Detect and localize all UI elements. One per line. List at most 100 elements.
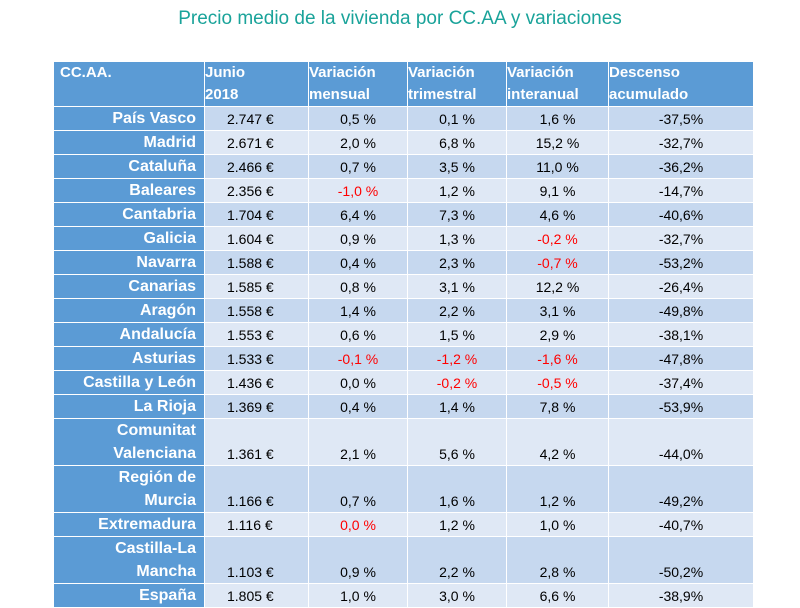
variation-cell: 1,2 %: [407, 512, 507, 537]
region-name: Navarra: [53, 250, 205, 275]
column-header-line: interanual: [507, 86, 579, 103]
column-header-line: trimestral: [408, 86, 477, 103]
price-cell: 1.166 €: [204, 465, 309, 513]
table-row: Navarra 1.588 €0,4 % 2,3 % -0,7 % -53,2%: [53, 250, 754, 275]
column-header-line: Junio: [205, 64, 245, 81]
variation-cell: -32,7%: [608, 130, 754, 155]
table-row: Cataluña 2.466 €0,7 % 3,5 % 11,0 % -36,2%: [53, 154, 754, 179]
variation-cell: 1,2 %: [407, 178, 507, 203]
variation-cell: -40,6%: [608, 202, 754, 227]
region-name-line: La Rioja: [133, 398, 196, 415]
variation-cell: 2,0 %: [308, 130, 408, 155]
table-row: Galicia 1.604 €0,9 % 1,3 % -0,2 % -32,7%: [53, 226, 754, 251]
variation-cell: 3,5 %: [407, 154, 507, 179]
table-row: Cantabria 1.704 €6,4 % 7,3 % 4,6 % -40,6%: [53, 202, 754, 227]
variation-cell: -49,8%: [608, 298, 754, 323]
variation-cell: 11,0 %: [506, 154, 609, 179]
variation-cell: -14,7%: [608, 178, 754, 203]
variation-cell: 9,1 %: [506, 178, 609, 203]
variation-cell: -0,1 %: [308, 346, 408, 371]
region-name: La Rioja: [53, 394, 205, 419]
price-cell: 1.533 €: [204, 346, 309, 371]
table-row: País Vasco 2.747 €0,5 % 0,1 % 1,6 % -37,5%: [53, 106, 754, 131]
table-row: Baleares 2.356 € -1,0 % 1,2 % 9,1 % -14,7%: [53, 178, 754, 203]
variation-cell: -44,0%: [608, 418, 754, 466]
variation-cell: 15,2 %: [506, 130, 609, 155]
variation-cell: 2,9 %: [506, 322, 609, 347]
variation-cell: 1,0 %: [506, 512, 609, 537]
variation-cell: -37,4%: [608, 370, 754, 395]
region-name-line: Valenciana: [113, 445, 196, 462]
variation-cell: 1,2 %: [506, 465, 609, 513]
variation-cell: -26,4%: [608, 274, 754, 299]
table-body: País Vasco 2.747 €0,5 % 0,1 % 1,6 % -37,5% Ma…: [53, 106, 754, 608]
variation-cell: -40,7%: [608, 512, 754, 537]
variation-cell: -53,9%: [608, 394, 754, 419]
price-cell: 2.466 €: [204, 154, 309, 179]
region-name-line: Castilla y León: [83, 374, 196, 391]
region-name-line: País Vasco: [112, 110, 196, 127]
region-name-line: Madrid: [143, 134, 196, 151]
region-name-line: Asturias: [131, 350, 196, 367]
price-cell: 2.747 €: [204, 106, 309, 131]
variation-cell: 6,6 %: [506, 583, 609, 608]
region-name: País Vasco: [53, 106, 205, 131]
region-name: Andalucía: [53, 322, 205, 347]
variation-cell: 3,1 %: [506, 298, 609, 323]
table-row: Región de Murcia 1.166 €0,7 % 1,6 % 1,2 % -49…: [53, 465, 754, 513]
region-name: Galicia: [53, 226, 205, 251]
price-cell: 1.553 €: [204, 322, 309, 347]
price-cell: 1.103 €: [204, 536, 309, 584]
price-cell: 1.558 €: [204, 298, 309, 323]
price-cell: 1.805 €: [204, 583, 309, 608]
variation-cell: 3,1 %: [407, 274, 507, 299]
variation-cell: -32,7%: [608, 226, 754, 251]
variation-cell: 1,0 %: [308, 583, 408, 608]
region-name-line: España: [139, 587, 196, 604]
variation-cell: -53,2%: [608, 250, 754, 275]
region-name: Castilla y León: [53, 370, 205, 395]
region-name-line: Andalucía: [119, 326, 196, 343]
page-title: Precio medio de la vivienda por CC.AA y …: [178, 8, 622, 29]
region-name-line: Murcia: [144, 492, 196, 509]
table-row: Asturias 1.533 € -0,1 % -1,2 % -1,6 % -47,8%: [53, 346, 754, 371]
variation-cell: 2,1 %: [308, 418, 408, 466]
variation-cell: 1,6 %: [407, 465, 507, 513]
region-name: España: [53, 583, 205, 608]
variation-cell: 4,6 %: [506, 202, 609, 227]
table-row: Madrid 2.671 €2,0 % 6,8 % 15,2 % -32,7%: [53, 130, 754, 155]
region-name-line: Extremadura: [98, 516, 196, 533]
price-cell: 2.356 €: [204, 178, 309, 203]
table-row: Comunitat Valenciana 1.361 €2,1 % 5,6 % 4,2 …: [53, 418, 754, 466]
variation-cell: 1,3 %: [407, 226, 507, 251]
column-header-line: Variación: [507, 64, 574, 81]
variation-cell: 0,4 %: [308, 394, 408, 419]
variation-cell: 0,6 %: [308, 322, 408, 347]
price-cell: 1.369 €: [204, 394, 309, 419]
table-row: España 1.805 €1,0 % 3,0 % 6,6 % -38,9%: [53, 583, 754, 608]
variation-cell: -0,2 %: [407, 370, 507, 395]
region-name-line: Navarra: [136, 254, 196, 271]
column-header: Descenso acumulado: [608, 61, 754, 107]
region-name-line: Región de: [118, 469, 196, 486]
region-name: Cantabria: [53, 202, 205, 227]
variation-cell: 1,6 %: [506, 106, 609, 131]
region-name: Cataluña: [53, 154, 205, 179]
price-cell: 1.704 €: [204, 202, 309, 227]
variation-cell: -37,5%: [608, 106, 754, 131]
variation-cell: 0,4 %: [308, 250, 408, 275]
variation-cell: -38,1%: [608, 322, 754, 347]
table-row: La Rioja 1.369 €0,4 % 1,4 % 7,8 % -53,9%: [53, 394, 754, 419]
column-header-line: CC.AA.: [60, 64, 112, 81]
variation-cell: 5,6 %: [407, 418, 507, 466]
variation-cell: 3,0 %: [407, 583, 507, 608]
variation-cell: -47,8%: [608, 346, 754, 371]
variation-cell: 7,3 %: [407, 202, 507, 227]
column-header-line: Variación: [408, 64, 475, 81]
variation-cell: 1,4 %: [308, 298, 408, 323]
table-row: Aragón 1.558 €1,4 % 2,2 % 3,1 % -49,8%: [53, 298, 754, 323]
variation-cell: 2,2 %: [407, 536, 507, 584]
table-row: Andalucía 1.553 €0,6 % 1,5 % 2,9 % -38,1%: [53, 322, 754, 347]
table-row: Castilla y León 1.436 €0,0 % -0,2 % -0,5 % -…: [53, 370, 754, 395]
variation-cell: -1,2 %: [407, 346, 507, 371]
